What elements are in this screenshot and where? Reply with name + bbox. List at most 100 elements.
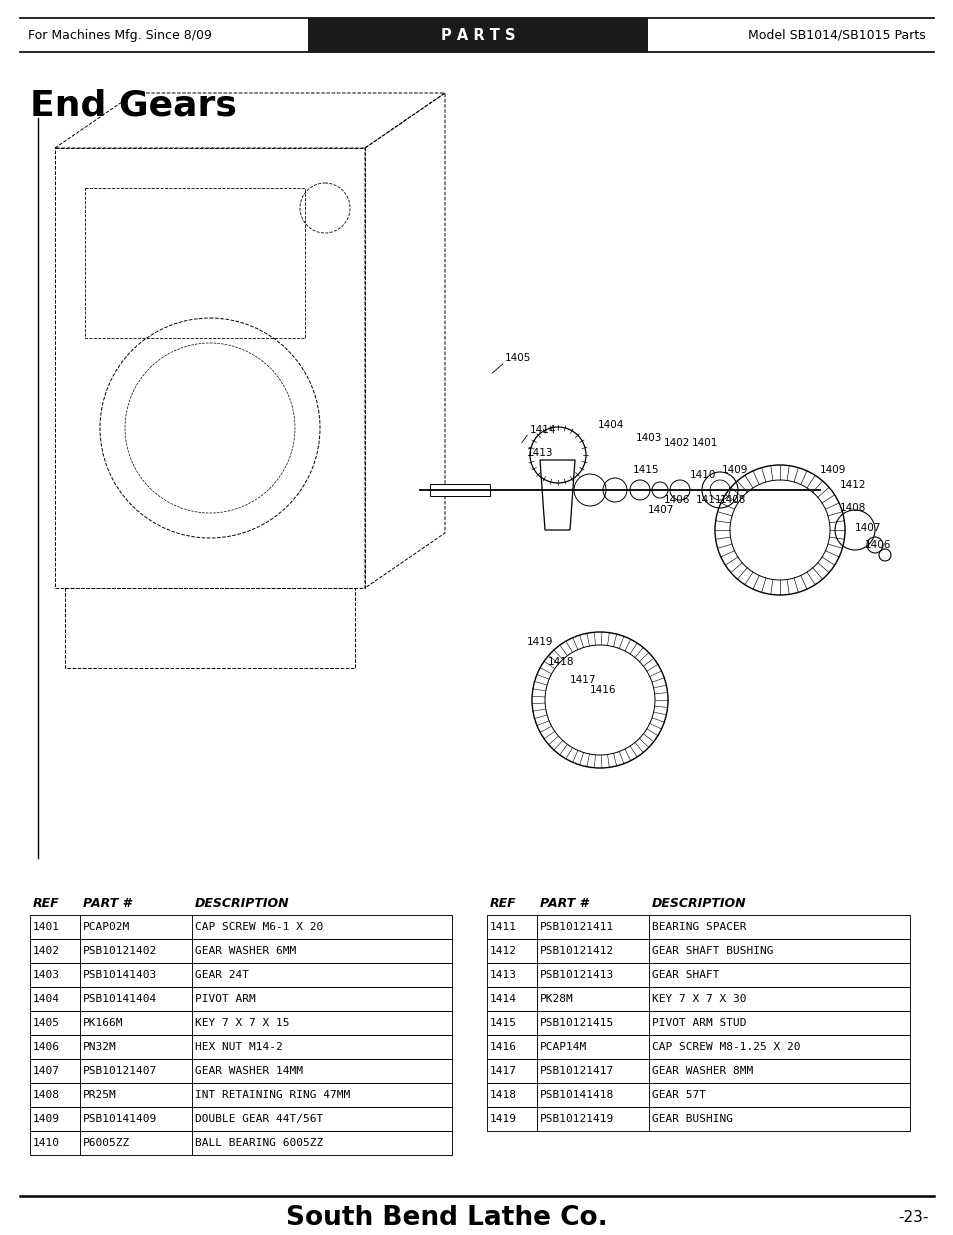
Text: PSB10121407: PSB10121407 — [83, 1066, 157, 1076]
Bar — [486, 987, 909, 1011]
Text: 1409: 1409 — [721, 466, 747, 475]
Text: 1403: 1403 — [636, 433, 661, 443]
Text: PSB10121413: PSB10121413 — [539, 969, 614, 981]
Text: 1401: 1401 — [33, 923, 60, 932]
Text: 1411: 1411 — [696, 495, 721, 505]
Bar — [30, 939, 452, 963]
Text: 1415: 1415 — [490, 1018, 517, 1028]
Text: PSB10121419: PSB10121419 — [539, 1114, 614, 1124]
Text: PN32M: PN32M — [83, 1042, 116, 1052]
Text: PSB10141404: PSB10141404 — [83, 994, 157, 1004]
Text: GEAR SHAFT BUSHING: GEAR SHAFT BUSHING — [651, 946, 773, 956]
Text: 1403: 1403 — [33, 969, 60, 981]
Text: For Machines Mfg. Since 8/09: For Machines Mfg. Since 8/09 — [28, 28, 212, 42]
Text: GEAR WASHER 14MM: GEAR WASHER 14MM — [194, 1066, 303, 1076]
Text: -23-: -23- — [898, 1210, 928, 1225]
Bar — [486, 915, 909, 939]
Text: PSB10121411: PSB10121411 — [539, 923, 614, 932]
Text: PK28M: PK28M — [539, 994, 573, 1004]
Text: P6005ZZ: P6005ZZ — [83, 1137, 131, 1149]
Text: PR25M: PR25M — [83, 1091, 116, 1100]
Text: PIVOT ARM: PIVOT ARM — [194, 994, 255, 1004]
Text: GEAR 57T: GEAR 57T — [651, 1091, 705, 1100]
Text: 1413: 1413 — [490, 969, 517, 981]
Text: PK166M: PK166M — [83, 1018, 123, 1028]
Text: 1416: 1416 — [589, 685, 616, 695]
Text: 1415: 1415 — [633, 466, 659, 475]
Text: PSB10141409: PSB10141409 — [83, 1114, 157, 1124]
Text: 1417: 1417 — [569, 676, 596, 685]
Bar — [30, 1107, 452, 1131]
Text: 1418: 1418 — [490, 1091, 517, 1100]
Text: 1404: 1404 — [33, 994, 60, 1004]
Text: 1407: 1407 — [647, 505, 674, 515]
Text: REF: REF — [490, 897, 517, 910]
Text: PART #: PART # — [539, 897, 588, 910]
Text: BEARING SPACER: BEARING SPACER — [651, 923, 745, 932]
Bar — [30, 987, 452, 1011]
Bar — [30, 963, 452, 987]
Text: PSB10121417: PSB10121417 — [539, 1066, 614, 1076]
Text: PCAP02M: PCAP02M — [83, 923, 131, 932]
Text: 1419: 1419 — [490, 1114, 517, 1124]
Text: 1418: 1418 — [547, 657, 574, 667]
Text: 1408: 1408 — [840, 503, 865, 513]
Text: Model SB1014/SB1015 Parts: Model SB1014/SB1015 Parts — [747, 28, 925, 42]
Bar — [30, 1131, 452, 1155]
Text: 1408: 1408 — [720, 495, 745, 505]
Bar — [30, 1058, 452, 1083]
Text: CAP SCREW M8-1.25 X 20: CAP SCREW M8-1.25 X 20 — [651, 1042, 800, 1052]
Text: KEY 7 X 7 X 15: KEY 7 X 7 X 15 — [194, 1018, 289, 1028]
Bar — [30, 915, 452, 939]
Text: 1412: 1412 — [840, 480, 865, 490]
Text: REF: REF — [33, 897, 59, 910]
Text: DESCRIPTION: DESCRIPTION — [651, 897, 746, 910]
Text: INT RETAINING RING 47MM: INT RETAINING RING 47MM — [194, 1091, 350, 1100]
Text: 1402: 1402 — [33, 946, 60, 956]
Text: HEX NUT M14-2: HEX NUT M14-2 — [194, 1042, 282, 1052]
Text: 1407: 1407 — [33, 1066, 60, 1076]
Bar — [486, 1058, 909, 1083]
Text: P A R T S: P A R T S — [440, 27, 515, 42]
Text: 1405: 1405 — [33, 1018, 60, 1028]
Text: 1413: 1413 — [526, 448, 553, 458]
Text: PSB10121415: PSB10121415 — [539, 1018, 614, 1028]
Text: End Gears: End Gears — [30, 88, 236, 122]
Text: PSB10121402: PSB10121402 — [83, 946, 157, 956]
Text: CAP SCREW M6-1 X 20: CAP SCREW M6-1 X 20 — [194, 923, 323, 932]
Text: South Bend Lathe Co.: South Bend Lathe Co. — [286, 1205, 607, 1231]
Text: 1417: 1417 — [490, 1066, 517, 1076]
Text: 1407: 1407 — [854, 522, 881, 534]
Text: PCAP14M: PCAP14M — [539, 1042, 587, 1052]
Bar — [430, 484, 490, 496]
Text: 1416: 1416 — [490, 1042, 517, 1052]
Text: GEAR WASHER 8MM: GEAR WASHER 8MM — [651, 1066, 753, 1076]
Text: 1406: 1406 — [663, 495, 690, 505]
Text: 1406: 1406 — [864, 540, 890, 550]
Text: GEAR SHAFT: GEAR SHAFT — [651, 969, 719, 981]
Text: 1404: 1404 — [598, 420, 623, 430]
Bar — [486, 1011, 909, 1035]
Text: 1411: 1411 — [490, 923, 517, 932]
Bar — [308, 19, 647, 52]
Text: 1406: 1406 — [33, 1042, 60, 1052]
Text: 1414: 1414 — [490, 994, 517, 1004]
Text: 1409: 1409 — [33, 1114, 60, 1124]
Text: GEAR WASHER 6MM: GEAR WASHER 6MM — [194, 946, 296, 956]
Text: GEAR 24T: GEAR 24T — [194, 969, 249, 981]
Text: 1408: 1408 — [33, 1091, 60, 1100]
Text: 1414: 1414 — [530, 425, 556, 435]
Bar — [486, 1083, 909, 1107]
Text: 1405: 1405 — [504, 353, 531, 363]
Text: PIVOT ARM STUD: PIVOT ARM STUD — [651, 1018, 745, 1028]
Bar — [30, 1035, 452, 1058]
Bar — [486, 1107, 909, 1131]
Text: 1412: 1412 — [490, 946, 517, 956]
Text: 1419: 1419 — [526, 637, 553, 647]
Text: DOUBLE GEAR 44T/56T: DOUBLE GEAR 44T/56T — [194, 1114, 323, 1124]
Text: PART #: PART # — [83, 897, 132, 910]
Bar — [30, 1011, 452, 1035]
Text: 1409: 1409 — [820, 466, 845, 475]
Text: GEAR BUSHING: GEAR BUSHING — [651, 1114, 732, 1124]
Text: PSB10121412: PSB10121412 — [539, 946, 614, 956]
